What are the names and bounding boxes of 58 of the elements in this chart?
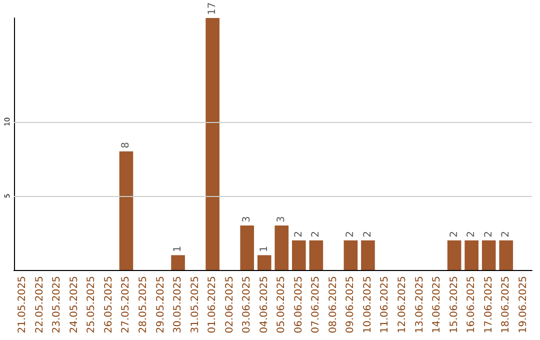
data-label: 2	[500, 230, 512, 238]
x-tick-label: 31.05.2025	[190, 276, 201, 334]
x-tick-label: 28.05.2025	[138, 276, 149, 334]
x-tick-label: 11.06.2025	[380, 276, 391, 334]
data-label: 3	[276, 216, 288, 223]
x-tick-label: 16.06.2025	[466, 276, 478, 334]
x-tick-label: 25.05.2025	[86, 276, 98, 334]
data-label: 1	[258, 246, 270, 252]
x-tick-label: 19.06.2025	[518, 276, 529, 334]
data-label: 2	[483, 230, 494, 238]
x-tick-label: 29.05.2025	[155, 276, 166, 334]
x-tick-label: 30.05.2025	[172, 276, 184, 334]
data-label: 2	[448, 230, 460, 238]
data-label: 2	[293, 230, 304, 238]
x-tick-label: 27.05.2025	[120, 276, 132, 334]
data-label: 2	[466, 230, 478, 238]
bar	[292, 240, 306, 270]
x-tick-label: 24.05.2025	[68, 276, 80, 334]
x-tick-label: 15.06.2025	[448, 276, 460, 334]
x-tick-label: 18.06.2025	[500, 276, 512, 334]
x-tick-label: 03.06.2025	[242, 276, 253, 334]
x-tick-label: 06.06.2025	[293, 276, 304, 334]
x-tick-label: 09.06.2025	[345, 276, 356, 334]
data-label: 8	[120, 142, 132, 148]
data-label: 2	[310, 230, 322, 238]
x-tick-label: 01.06.2025	[207, 276, 218, 334]
x-tick-label: 22.05.2025	[34, 276, 46, 334]
x-tick-label: 26.05.2025	[103, 276, 114, 334]
x-tick-label: 08.06.2025	[328, 276, 339, 334]
x-tick-label: 04.06.2025	[258, 276, 270, 334]
data-label: 2	[345, 230, 356, 238]
bar	[274, 226, 289, 270]
bar	[344, 240, 358, 270]
x-tick-label: 12.06.2025	[397, 276, 408, 334]
data-label: 3	[242, 216, 253, 223]
bar	[257, 255, 272, 270]
bar	[499, 240, 514, 270]
x-tick-label: 10.06.2025	[362, 276, 374, 334]
bar	[464, 240, 478, 270]
x-tick-label: 23.05.2025	[52, 276, 63, 334]
x-tick-label: 02.06.2025	[224, 276, 236, 334]
bar	[171, 255, 185, 270]
x-tick-label: 13.06.2025	[414, 276, 426, 334]
data-label: 2	[362, 230, 374, 238]
bar	[119, 151, 134, 270]
bar	[361, 240, 375, 270]
data-label: 1	[172, 246, 184, 252]
bar	[447, 240, 462, 270]
x-tick-label: 21.05.2025	[17, 276, 28, 334]
bar	[309, 240, 324, 270]
x-tick-label: 14.06.2025	[432, 276, 443, 334]
x-tick-label: 17.06.2025	[483, 276, 494, 334]
data-label: 17	[207, 2, 218, 15]
x-tick-label: 07.06.2025	[310, 276, 322, 334]
x-tick-label: 05.06.2025	[276, 276, 288, 334]
bar	[240, 226, 254, 270]
bar	[206, 18, 220, 270]
bar	[482, 240, 496, 270]
